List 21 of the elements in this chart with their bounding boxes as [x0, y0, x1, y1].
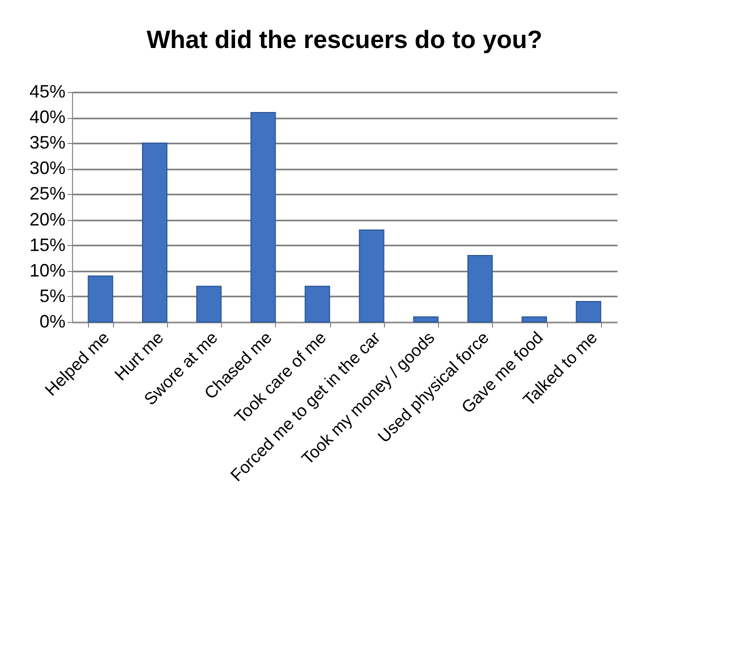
- bar: [88, 276, 114, 322]
- bar: [250, 112, 276, 322]
- bar: [522, 316, 547, 322]
- bar: [196, 286, 222, 322]
- y-tick-label: 0%: [39, 312, 66, 332]
- bar: [576, 301, 602, 322]
- bar: [304, 286, 330, 322]
- bar: [413, 316, 439, 322]
- y-tick-label: 40%: [29, 107, 66, 128]
- y-tick-label: 20%: [29, 209, 66, 230]
- bar: [358, 230, 384, 322]
- chart-title: What did the rescuers do to you?: [146, 26, 542, 54]
- bar: [467, 255, 493, 322]
- bar: [142, 142, 168, 322]
- y-tick-label: 35%: [29, 132, 66, 153]
- y-tick-label: 45%: [29, 82, 66, 102]
- y-tick-label: 25%: [29, 184, 66, 204]
- y-tick-label: 30%: [29, 158, 66, 178]
- y-tick-label: 15%: [29, 234, 66, 255]
- y-tick-label: 10%: [29, 260, 66, 280]
- y-tick-label: 5%: [39, 286, 66, 306]
